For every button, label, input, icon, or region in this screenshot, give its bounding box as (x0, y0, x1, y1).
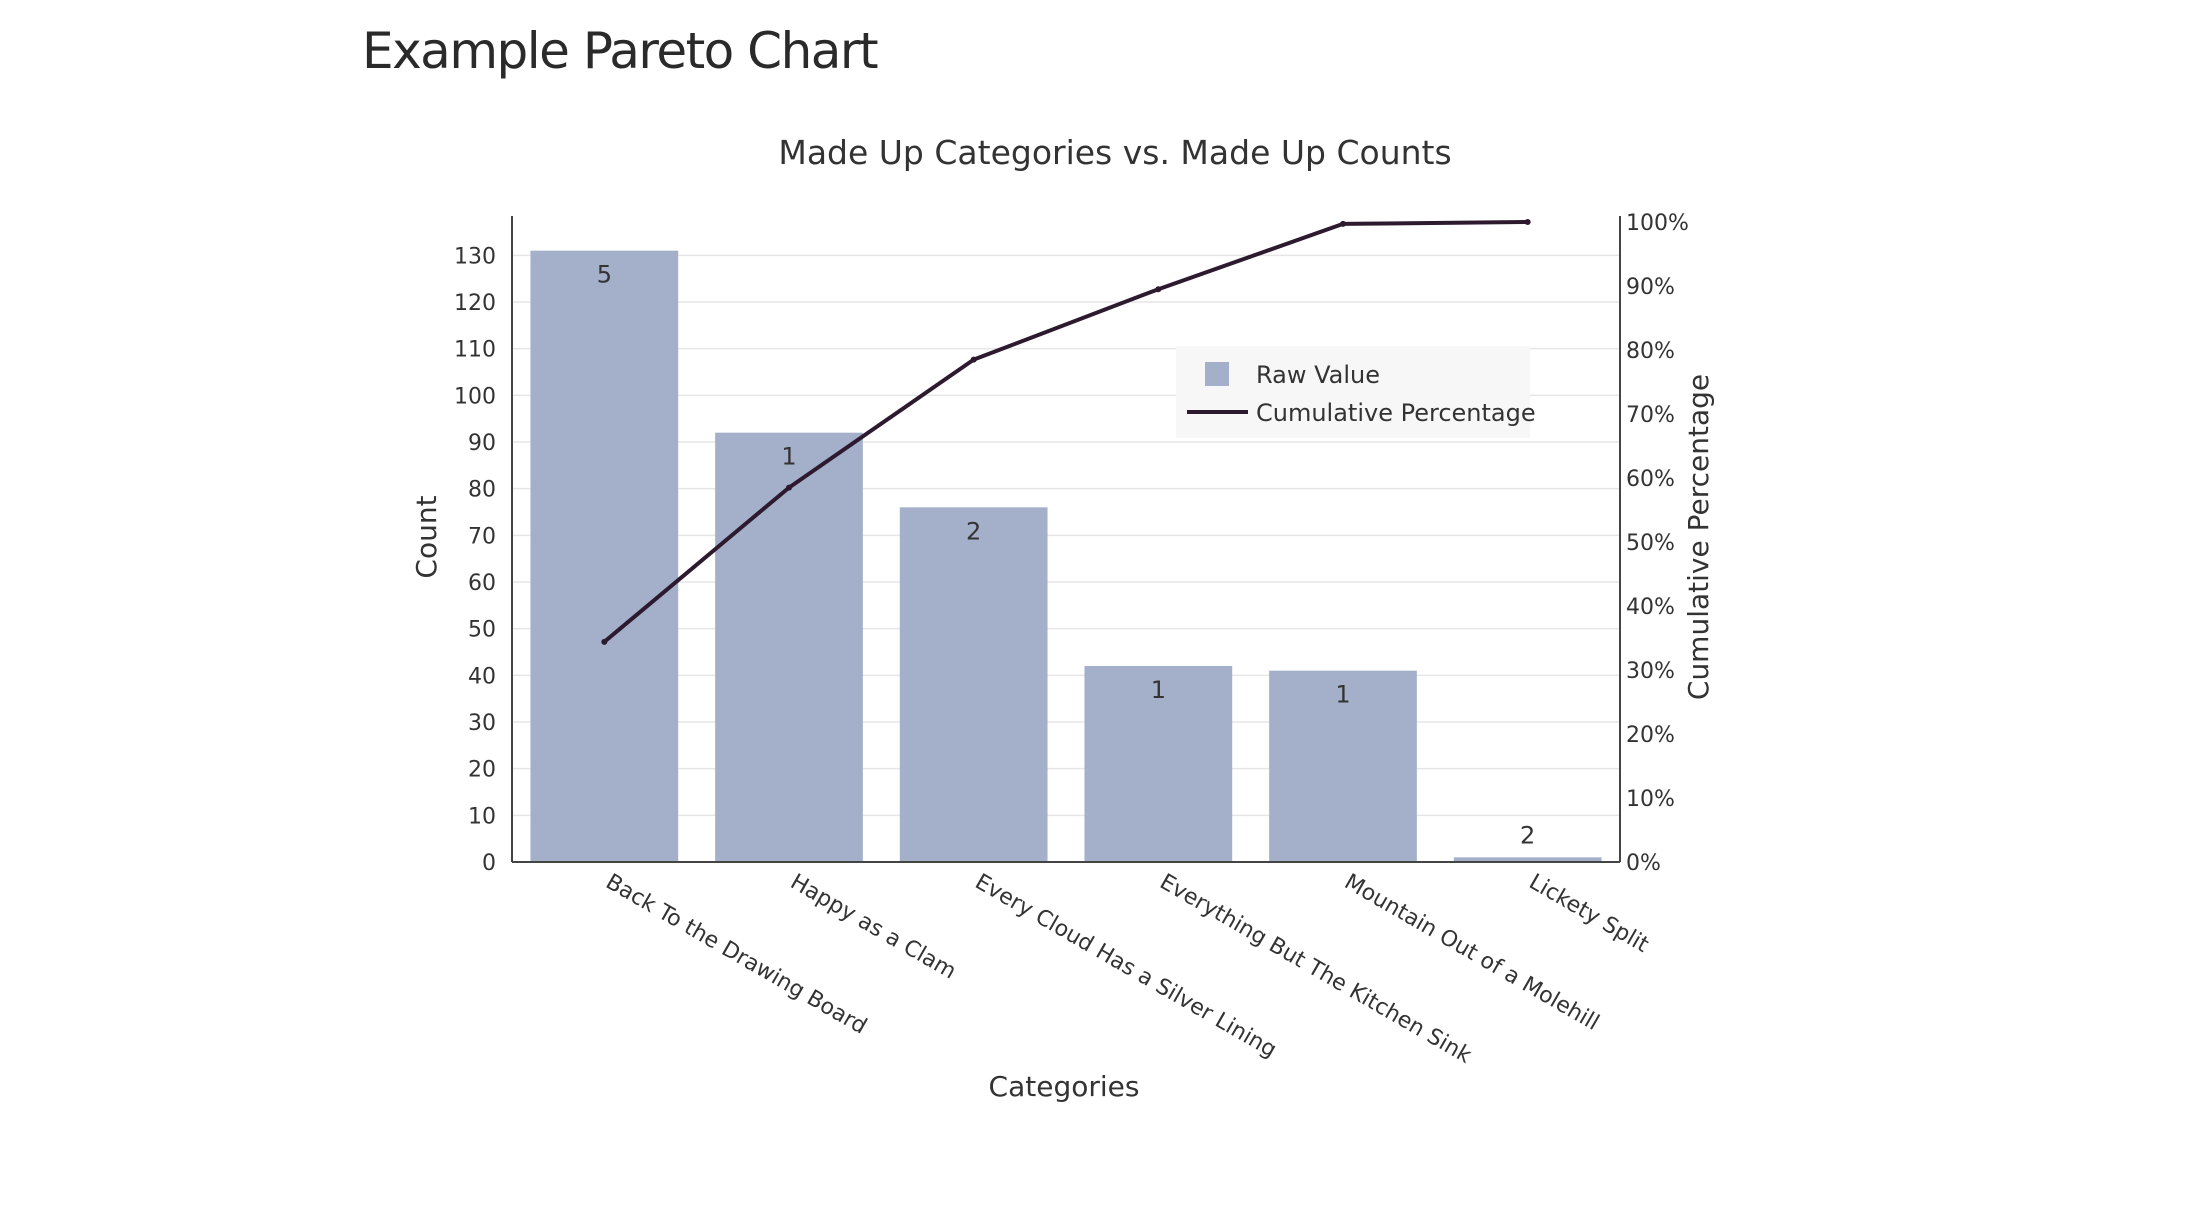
bar[interactable] (899, 507, 1048, 862)
y-tick-label: 120 (454, 291, 496, 316)
x-axis-title: Categories (989, 1070, 1140, 1103)
y-tick-label: 30 (468, 711, 496, 736)
y-tick-label: 100 (454, 384, 496, 409)
legend-swatch-raw-value[interactable] (1205, 362, 1229, 386)
bar-data-label: 1 (1335, 681, 1350, 709)
y2-tick-label: 50% (1626, 531, 1675, 556)
line-point[interactable] (601, 638, 608, 645)
x-tick-label: Happy as a Clam (786, 870, 960, 985)
y2-tick-label: 0% (1626, 851, 1661, 876)
bar[interactable] (1269, 670, 1417, 862)
bar[interactable] (530, 250, 679, 862)
y2-tick-label: 80% (1626, 339, 1675, 364)
bar-data-label: 2 (966, 517, 981, 545)
y2-tick-label: 40% (1626, 595, 1675, 620)
line-point[interactable] (786, 484, 792, 491)
legend-label-raw-value[interactable]: Raw Value (1256, 361, 1380, 389)
y2-axis-title: Cumulative Percentage (1682, 374, 1715, 700)
cumulative-line-group (601, 219, 1531, 645)
y2-tick-label: 100% (1626, 211, 1689, 236)
cumulative-percentage-line[interactable] (603, 220, 1528, 644)
y-tick-label: 40 (468, 664, 496, 689)
y-tick-label: 60 (468, 571, 496, 596)
y-axis-ticks: 0 10 20 30 40 50 60 70 80 90 100 110 120 130 (454, 244, 496, 876)
y-axis-title: Count (410, 495, 443, 578)
bar-data-label: 1 (781, 443, 796, 471)
y-tick-label: 110 (454, 338, 496, 363)
x-tick-label: Lickety Split (1525, 870, 1653, 959)
page-title: Example Pareto Chart (362, 22, 879, 80)
bar-data-label: 2 (1520, 821, 1535, 849)
bar-data-label: 5 (597, 261, 612, 289)
y-tick-label: 50 (468, 618, 496, 643)
y-tick-label: 0 (482, 851, 496, 876)
line-point[interactable] (970, 356, 977, 363)
bar[interactable] (715, 432, 863, 862)
y-tick-label: 130 (454, 244, 496, 269)
line-point[interactable] (1524, 219, 1531, 225)
y2-tick-label: 70% (1626, 403, 1675, 428)
bar[interactable] (1453, 857, 1602, 862)
y-tick-label: 20 (468, 758, 496, 783)
y2-tick-label: 90% (1626, 275, 1675, 300)
line-point[interactable] (1155, 286, 1162, 293)
legend: Raw Value Cumulative Percentage (1176, 346, 1536, 438)
y2-tick-label: 10% (1626, 787, 1675, 812)
y-tick-label: 80 (468, 478, 496, 503)
axes (511, 216, 1621, 863)
bar-data-label: 1 (1151, 676, 1166, 704)
bar[interactable] (1084, 666, 1233, 862)
y2-tick-label: 30% (1626, 659, 1675, 684)
legend-background (1176, 346, 1530, 438)
y-tick-label: 10 (468, 804, 496, 829)
y2-tick-label: 20% (1626, 723, 1675, 748)
y2-axis-ticks: 0% 10% 20% 30% 40% 50% 60% 70% 80% 90% 100% (1626, 211, 1689, 876)
chart-title: Made Up Categories vs. Made Up Counts (778, 133, 1451, 172)
line-point[interactable] (1340, 220, 1346, 227)
legend-label-cumulative-percentage[interactable]: Cumulative Percentage (1256, 399, 1536, 427)
y-tick-label: 90 (468, 431, 496, 456)
bar-labels: 5 1 2 1 1 2 (597, 261, 1536, 850)
x-tick-label: Every Cloud Has a Silver Lining (971, 870, 1281, 1063)
bars (530, 250, 1602, 862)
x-tick-label: Everything But The Kitchen Sink (1155, 870, 1475, 1069)
y2-tick-label: 60% (1626, 467, 1675, 492)
y-tick-label: 70 (468, 524, 496, 549)
